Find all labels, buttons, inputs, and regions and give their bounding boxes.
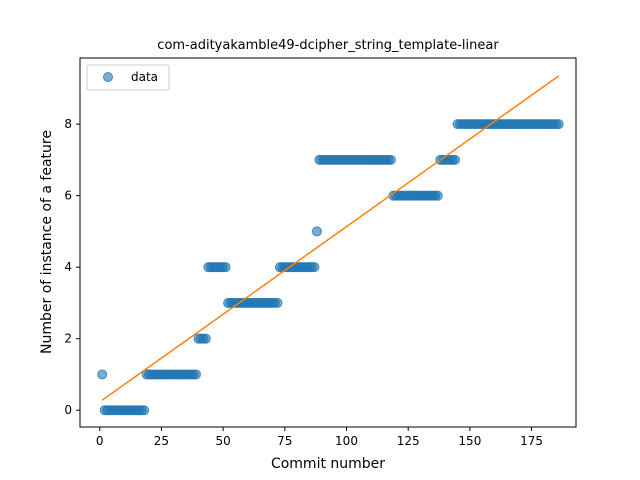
legend-label-data: data bbox=[131, 70, 158, 84]
data-point bbox=[432, 190, 443, 201]
legend: data bbox=[86, 64, 170, 91]
data-point bbox=[200, 333, 211, 344]
axis-ticks: 0 25 50 75 100 125 150 175 0 2 4 6 8 bbox=[64, 117, 543, 448]
y-tick-label: 4 bbox=[64, 260, 72, 274]
data-point bbox=[311, 226, 322, 237]
data-point bbox=[553, 119, 564, 130]
x-tick-label: 75 bbox=[277, 434, 292, 448]
axes-frame bbox=[79, 57, 577, 428]
trend-line bbox=[101, 75, 560, 401]
legend-box bbox=[86, 64, 170, 91]
series-points bbox=[97, 119, 564, 416]
plot-area bbox=[97, 75, 564, 416]
y-axis-label: Number of instance of a feature bbox=[39, 130, 55, 354]
x-tick-label: 0 bbox=[96, 434, 104, 448]
x-tick-label: 100 bbox=[335, 434, 358, 448]
data-point bbox=[309, 262, 320, 273]
data-point bbox=[272, 297, 283, 308]
chart-title: com-adityakamble49-dcipher_string_templa… bbox=[157, 38, 499, 53]
y-tick-label: 2 bbox=[64, 332, 72, 346]
legend-marker-data bbox=[103, 72, 113, 82]
y-tick-label: 8 bbox=[64, 117, 72, 131]
data-point bbox=[139, 405, 150, 416]
x-axis-label: Commit number bbox=[271, 456, 385, 472]
data-point bbox=[450, 154, 461, 165]
x-tick-label: 25 bbox=[154, 434, 169, 448]
x-tick-label: 150 bbox=[458, 434, 481, 448]
y-tick-label: 6 bbox=[64, 189, 72, 203]
y-tick-label: 0 bbox=[64, 403, 72, 417]
x-tick-label: 125 bbox=[397, 434, 420, 448]
x-tick-label: 175 bbox=[520, 434, 543, 448]
data-point bbox=[385, 154, 396, 165]
data-point bbox=[190, 369, 201, 380]
data-point bbox=[220, 262, 231, 273]
x-tick-label: 50 bbox=[215, 434, 230, 448]
data-point bbox=[97, 369, 108, 380]
